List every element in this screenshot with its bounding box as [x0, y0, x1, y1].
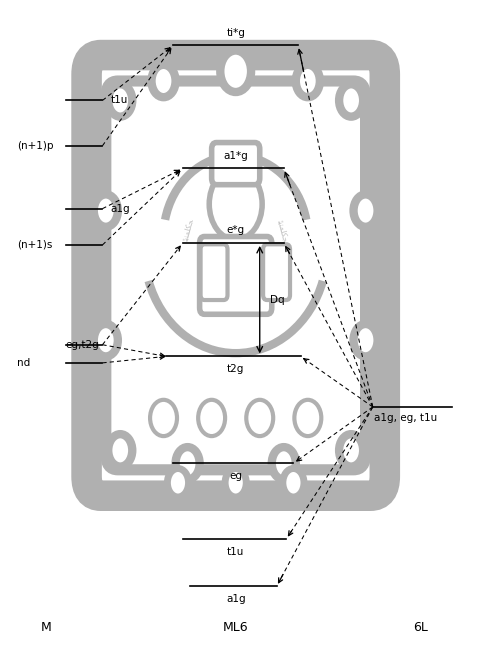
- Text: a1g: a1g: [110, 203, 130, 214]
- Text: e*g: e*g: [226, 226, 244, 235]
- Text: 6L: 6L: [413, 621, 427, 634]
- Text: t2g: t2g: [227, 364, 244, 374]
- Text: M: M: [40, 621, 51, 634]
- Circle shape: [198, 400, 225, 436]
- Text: a1g, eg, t1u: a1g, eg, t1u: [373, 413, 436, 423]
- Circle shape: [108, 434, 132, 467]
- Text: ﭥﺒﻨﻤﻠﻜﺠ: ﭥﺒﻨﻤﻠﻜﺠ: [276, 218, 290, 242]
- Circle shape: [225, 469, 246, 497]
- Text: t1u: t1u: [110, 95, 128, 106]
- Circle shape: [271, 447, 295, 480]
- Circle shape: [209, 168, 262, 240]
- Text: Dq: Dq: [270, 295, 284, 305]
- Text: a1g: a1g: [226, 594, 245, 604]
- Circle shape: [338, 84, 362, 117]
- Circle shape: [353, 194, 377, 227]
- Text: eg: eg: [228, 471, 242, 481]
- Circle shape: [175, 447, 199, 480]
- Circle shape: [353, 324, 377, 356]
- Text: nd: nd: [17, 358, 30, 368]
- Circle shape: [94, 194, 118, 227]
- Text: (n+1)p: (n+1)p: [17, 141, 53, 151]
- FancyBboxPatch shape: [200, 244, 227, 300]
- Text: eg,t2g: eg,t2g: [65, 340, 98, 350]
- FancyBboxPatch shape: [199, 237, 271, 314]
- Circle shape: [220, 51, 251, 92]
- FancyBboxPatch shape: [211, 143, 259, 185]
- Circle shape: [294, 400, 321, 436]
- Circle shape: [94, 324, 118, 356]
- Text: ﭥﺒﻨﻤﻠﻜﺠ: ﭥﺒﻨﻤﻠﻜﺠ: [180, 218, 194, 242]
- Circle shape: [246, 400, 273, 436]
- Text: a1*g: a1*g: [223, 151, 248, 161]
- Circle shape: [151, 65, 175, 97]
- Circle shape: [150, 400, 177, 436]
- Text: t1u: t1u: [227, 547, 244, 557]
- FancyBboxPatch shape: [263, 244, 289, 300]
- Text: ti*g: ti*g: [226, 28, 245, 38]
- Circle shape: [338, 434, 362, 467]
- Text: ML6: ML6: [222, 621, 248, 634]
- Circle shape: [108, 84, 132, 117]
- Circle shape: [167, 469, 188, 497]
- Circle shape: [282, 469, 303, 497]
- Circle shape: [295, 65, 319, 97]
- Text: (n+1)s: (n+1)s: [17, 240, 52, 250]
